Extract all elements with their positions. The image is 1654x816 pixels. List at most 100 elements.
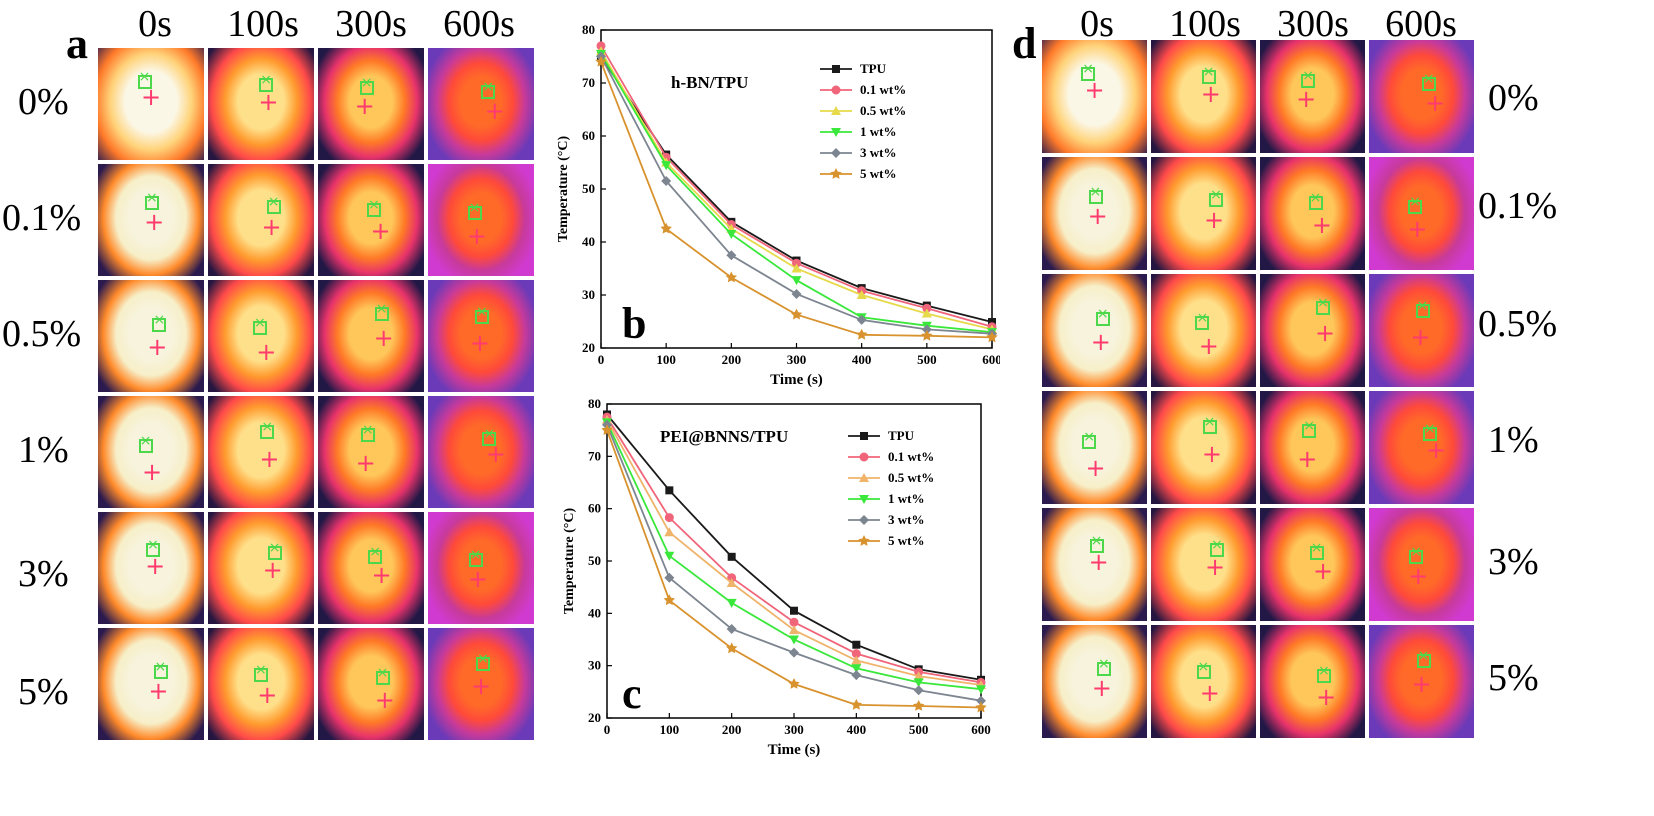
data-point [856, 314, 867, 325]
data-point [913, 678, 924, 688]
panel-d-time-0: 0s [1080, 3, 1114, 45]
panel-d-thermal-image: + [1369, 274, 1474, 387]
panel-a-thermal-image: + [208, 164, 314, 276]
crosshair-icon: + [1088, 548, 1109, 577]
panel-a-thermal-image: + [428, 164, 534, 276]
crosshair-icon: + [371, 560, 392, 589]
panel-d-thermal-image: + [1151, 40, 1256, 153]
legend-marker [859, 452, 869, 462]
crosshair-icon: + [258, 87, 279, 116]
data-point [788, 678, 800, 689]
panel-a-row-label: 0.1% [2, 197, 82, 239]
measure-box-icon [145, 190, 160, 211]
data-point [726, 230, 737, 240]
measure-box-icon [1302, 418, 1317, 438]
panel-d-thermal-image: + [1369, 157, 1474, 270]
data-point [601, 424, 613, 435]
series-2 [602, 414, 986, 690]
crosshair-icon: + [1410, 323, 1431, 352]
data-point [727, 552, 736, 561]
panel-d-thermal-image: + [1260, 274, 1365, 387]
crosshair-icon: + [1312, 557, 1334, 586]
crosshair-icon: + [1200, 80, 1221, 109]
crosshair-icon: + [1091, 674, 1112, 703]
measure-box-icon [1081, 61, 1096, 81]
panel-a-row-label: 1% [18, 429, 69, 471]
panel-a-thermal-image: + [208, 512, 314, 624]
data-point [921, 308, 932, 318]
y-tick-label: 80 [582, 22, 595, 37]
crosshair-icon: + [1296, 84, 1317, 113]
measure-box-icon [1096, 656, 1111, 677]
x-tick-label: 500 [909, 722, 929, 737]
panel-d-thermal-image: + [1369, 625, 1474, 738]
data-point [664, 527, 675, 537]
crosshair-icon: + [485, 440, 506, 469]
series-line [600, 50, 993, 331]
legend-marker [859, 495, 869, 504]
measure-box-icon [360, 422, 375, 443]
data-point [664, 572, 675, 583]
measure-box-icon [1308, 190, 1323, 211]
series-line [606, 424, 982, 702]
measure-box-icon [359, 75, 374, 96]
panel-a-thermal-image: + [208, 628, 314, 740]
plot-frame [600, 29, 993, 349]
panel-a-thermal-image: + [318, 396, 424, 508]
chart-title: h-BN/TPU [671, 73, 748, 92]
data-point [921, 329, 933, 341]
y-tick-label: 70 [582, 75, 595, 90]
crosshair-icon: + [1297, 444, 1318, 473]
data-point [789, 625, 799, 635]
series-5 [595, 55, 998, 343]
panel-d-thermal-image: + [1260, 157, 1365, 270]
measure-box-icon [252, 315, 267, 336]
y-tick-label: 60 [588, 501, 601, 516]
crosshair-icon: + [256, 337, 277, 366]
measure-box-icon [1089, 533, 1104, 554]
crosshair-icon: + [466, 221, 487, 250]
panel-d-thermal-image: + [1042, 40, 1147, 153]
data-point [726, 250, 737, 261]
crosshair-icon: + [354, 92, 375, 121]
data-point [988, 318, 996, 327]
panel-d-row-label: 5% [1488, 657, 1539, 699]
data-point [856, 290, 867, 299]
crosshair-icon: + [148, 676, 169, 705]
measure-box-icon [1421, 71, 1436, 92]
data-point [791, 276, 802, 286]
crosshair-icon: + [1087, 201, 1108, 230]
data-point [913, 685, 924, 696]
x-tick-label: 100 [660, 722, 680, 737]
data-point [789, 617, 799, 627]
measure-box-icon [467, 200, 482, 221]
legend-label: TPU [860, 61, 887, 76]
legend-label: TPU [888, 428, 915, 443]
data-point [921, 324, 932, 335]
data-point [726, 598, 737, 608]
y-tick-label: 20 [588, 710, 601, 725]
y-axis-label: Temperature (°C) [556, 136, 571, 243]
panel-a-thermal-image: + [98, 48, 204, 160]
crosshair-icon: + [147, 333, 168, 362]
x-tick-label: 600 [971, 722, 991, 737]
measure-box-icon [1409, 544, 1424, 564]
crosshair-icon: + [144, 208, 165, 237]
data-point [790, 308, 803, 320]
panel-d-thermal-image: + [1042, 508, 1147, 621]
measure-box-icon [146, 537, 161, 558]
data-point [913, 700, 925, 711]
crosshair-icon: + [1311, 210, 1332, 239]
panel-a-row-label: 5% [18, 671, 69, 713]
series-1 [596, 41, 997, 332]
y-tick-label: 40 [588, 605, 601, 620]
crosshair-icon: + [373, 324, 394, 353]
data-point [913, 671, 924, 681]
legend-marker [831, 106, 841, 115]
panel-a-thermal-image: + [98, 628, 204, 740]
panel-a-time-1: 100s [227, 3, 299, 45]
legend-label: 5 wt% [860, 166, 896, 181]
data-point [792, 258, 801, 268]
crosshair-icon: + [1426, 435, 1447, 464]
y-tick-label: 80 [588, 396, 601, 411]
